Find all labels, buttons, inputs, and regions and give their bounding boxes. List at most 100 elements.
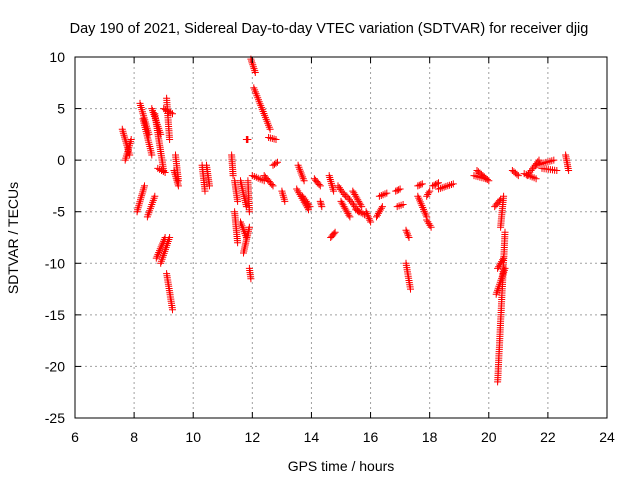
x-tick-label: 20: [481, 429, 497, 445]
data-point: [206, 182, 213, 190]
x-tick-label: 6: [71, 429, 79, 445]
data-point: [378, 203, 386, 211]
data-point: [169, 306, 176, 314]
data-point: [405, 234, 413, 241]
y-tick-labels: 10 5 0 -5 -10 -15 -20 -25: [45, 49, 65, 426]
grid-lines: [75, 57, 607, 418]
data-point: [426, 221, 434, 229]
data-point: [425, 220, 433, 228]
data-point: [154, 164, 162, 172]
data-point: [483, 176, 491, 183]
data-point: [381, 190, 389, 198]
y-tick-label: -20: [45, 358, 65, 374]
data-point: [553, 167, 561, 174]
data-point: [357, 201, 365, 209]
x-axis-label: GPS time / hours: [288, 458, 395, 474]
data-point: [423, 216, 431, 224]
data-point: [305, 201, 313, 209]
data-point: [358, 203, 366, 211]
data-point: [418, 180, 426, 188]
data-point: [448, 181, 455, 188]
data-point: [251, 69, 259, 76]
x-tick-label: 18: [422, 429, 438, 445]
data-point: [366, 216, 374, 224]
data-point: [330, 187, 338, 195]
data-point: [127, 136, 135, 143]
data-point: [328, 181, 336, 189]
data-point: [402, 226, 410, 234]
data-point: [364, 213, 372, 221]
data-point: [383, 189, 391, 197]
data-point: [229, 172, 237, 180]
data-point: [266, 125, 274, 133]
y-tick-label: -25: [45, 410, 65, 426]
data-point: [438, 184, 446, 192]
x-tick-labels: 6 8 10 12 14 16 18 20 22 24: [71, 429, 615, 445]
data-point: [161, 169, 169, 176]
data-point: [377, 204, 385, 212]
data-point: [234, 239, 242, 247]
data-point: [148, 151, 156, 159]
data-point: [315, 181, 323, 188]
data-point: [367, 218, 375, 226]
data-point: [365, 215, 373, 223]
data-point: [158, 167, 165, 174]
data-point: [201, 187, 209, 195]
data-point: [433, 180, 441, 188]
y-axis-label: SDTVAR / TECUs: [5, 182, 21, 294]
data-point: [345, 211, 353, 219]
data-point: [245, 208, 253, 216]
data-point: [429, 182, 437, 190]
data-point: [403, 228, 411, 236]
x-tick-label: 16: [363, 429, 379, 445]
data-point: [269, 182, 277, 190]
data-point: [436, 184, 444, 192]
data-point: [430, 181, 438, 189]
x-tick-label: 14: [304, 429, 320, 445]
data-point: [485, 177, 493, 185]
data-point: [151, 192, 159, 200]
data-point: [330, 230, 338, 238]
data-point: [355, 208, 363, 216]
y-tick-label: -5: [53, 204, 66, 220]
data-point: [550, 156, 558, 164]
data-point: [166, 234, 174, 241]
y-tick-label: -15: [45, 307, 65, 323]
data-point: [407, 285, 414, 293]
data-point: [501, 228, 509, 236]
data-point: [295, 189, 303, 197]
data-point: [425, 189, 433, 197]
data-point: [174, 177, 182, 185]
data-point: [268, 181, 276, 188]
x-tick-label: 24: [599, 429, 615, 445]
data-point: [417, 181, 425, 189]
data-point: [362, 208, 370, 216]
x-tick-label: 8: [130, 429, 138, 445]
data-point: [393, 186, 401, 194]
data-point: [272, 136, 280, 143]
data-point: [316, 182, 324, 190]
data-point: [248, 57, 255, 65]
data-point: [346, 213, 354, 221]
data-point: [141, 182, 148, 190]
data-point: [377, 192, 385, 199]
data-point: [364, 211, 372, 219]
data-point: [404, 230, 411, 238]
data-point: [424, 218, 432, 226]
x-tick-label: 22: [540, 429, 556, 445]
data-point: [247, 275, 255, 283]
data-point: [565, 167, 573, 174]
data-point: [363, 209, 371, 217]
data-point: [440, 183, 448, 191]
data-point: [379, 191, 387, 199]
data-point: [535, 156, 543, 164]
x-tick-label: 10: [185, 429, 201, 445]
data-point: [420, 205, 427, 213]
data-point: [415, 181, 423, 189]
data-point: [234, 197, 242, 205]
data-point: [318, 203, 326, 211]
data-point: [392, 187, 400, 195]
data-point: [300, 177, 308, 185]
data-point: [395, 186, 403, 194]
